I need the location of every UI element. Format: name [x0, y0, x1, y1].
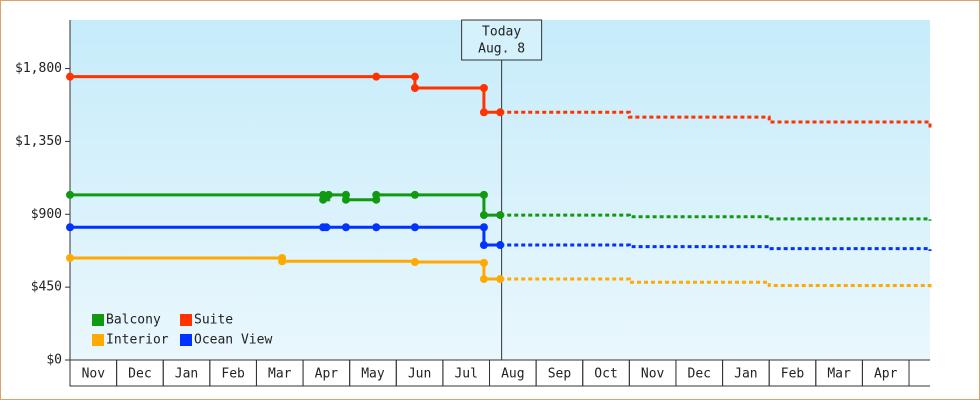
legend-swatch [180, 314, 192, 326]
forecast-line [500, 277, 932, 289]
x-tick-label: Sep [548, 367, 572, 382]
legend-label: Ocean View [194, 333, 272, 348]
y-tick-label: $1,350 [15, 134, 62, 149]
price-point [319, 195, 328, 204]
price-point [479, 211, 488, 220]
forecast-line [500, 243, 932, 252]
price-point [278, 257, 287, 266]
today-box [461, 19, 543, 61]
price-point [496, 108, 505, 117]
forecast-line [500, 110, 932, 128]
price-point [479, 275, 488, 284]
price-point [66, 190, 74, 199]
today-label: Aug. 8 [478, 42, 525, 57]
price-point [372, 223, 381, 232]
price-point [410, 223, 419, 232]
price-point [372, 72, 381, 81]
legend-swatch [92, 334, 104, 346]
y-tick-label: $0 [46, 353, 62, 368]
forecast-line [500, 213, 932, 221]
legend-label: Suite [194, 313, 233, 328]
legend-swatch [92, 314, 104, 326]
x-tick-label: May [361, 367, 385, 382]
x-tick-label: Aug [501, 367, 524, 382]
price-point [479, 190, 488, 199]
price-point [324, 190, 333, 199]
price-point [410, 84, 419, 92]
y-tick-label: $900 [31, 207, 62, 222]
price-point [372, 190, 381, 199]
x-tick-label: Feb [221, 367, 245, 382]
price-point [496, 211, 505, 220]
price-point [479, 241, 488, 250]
x-tick-label: Dec [128, 367, 151, 382]
legend-label: Balcony [106, 313, 161, 328]
price-point [66, 223, 74, 232]
plot-area [70, 20, 930, 360]
y-tick-label: $1,800 [15, 61, 62, 76]
price-point [479, 108, 488, 117]
y-tick-label: $450 [31, 280, 62, 295]
price-point [479, 223, 488, 232]
x-tick-label: Jan [175, 367, 198, 382]
x-tick-label: Jun [408, 367, 431, 382]
price-point [479, 258, 488, 267]
x-tick-label: Feb [781, 367, 805, 382]
x-tick-label: Mar [827, 367, 851, 382]
x-tick-label: Mar [268, 367, 292, 382]
price-point [496, 241, 505, 250]
price-point [496, 275, 505, 284]
month-box [861, 359, 910, 387]
price-point [410, 258, 419, 267]
x-tick-label: Oct [594, 367, 617, 382]
legend-label: Interior [106, 333, 169, 348]
price-point [322, 223, 331, 232]
price-point [341, 195, 350, 204]
price-point [341, 223, 350, 232]
x-tick-label: Dec [688, 367, 711, 382]
price-point [66, 254, 74, 262]
price-point [66, 72, 74, 81]
price-point [410, 190, 419, 199]
legend-swatch [180, 334, 192, 346]
x-tick-label: Jan [734, 367, 757, 382]
price-point [479, 84, 488, 92]
x-tick-label: Nov [82, 367, 106, 382]
x-tick-label: Apr [874, 367, 898, 382]
x-tick-label: Nov [641, 367, 665, 382]
x-tick-label: Jul [454, 367, 477, 382]
price-point [410, 72, 419, 81]
today-label: Today [482, 25, 521, 40]
x-tick-label: Apr [315, 367, 339, 382]
